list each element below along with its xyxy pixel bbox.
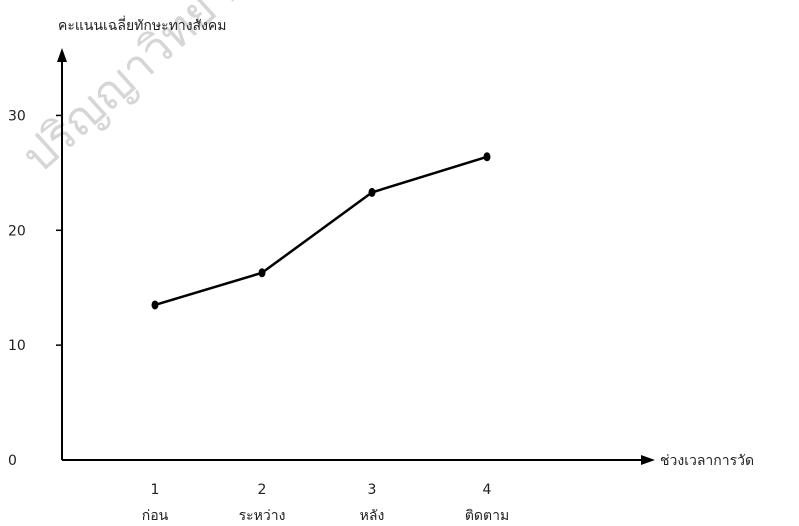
y-tick-label: 20 (8, 223, 26, 239)
x-tick-label: ระหว่าง (239, 508, 286, 524)
y-axis-arrow (57, 48, 67, 62)
x-tick-label: ก่อน (142, 508, 169, 524)
x-tick-number: 4 (483, 482, 492, 498)
x-tick-number: 2 (258, 482, 267, 498)
data-point (483, 152, 491, 162)
y-tick-label: 10 (8, 338, 26, 354)
data-point (258, 268, 266, 278)
x-axis-label: ช่วงเวลาการวัด (660, 453, 754, 469)
y-tick-label: 30 (8, 108, 26, 124)
y-tick-label: 0 (8, 453, 17, 469)
series-line (154, 155, 488, 307)
y-axis-label: คะแนนเฉลี่ยทักษะทางสังคม (58, 16, 227, 34)
data-point (368, 187, 376, 197)
x-tick-number: 3 (368, 482, 377, 498)
x-axis-arrow (641, 455, 655, 465)
x-tick-label: หลัง (360, 508, 385, 524)
x-tick-label: ติดตาม (465, 508, 509, 524)
data-point (151, 300, 159, 310)
x-tick-number: 1 (151, 482, 160, 498)
